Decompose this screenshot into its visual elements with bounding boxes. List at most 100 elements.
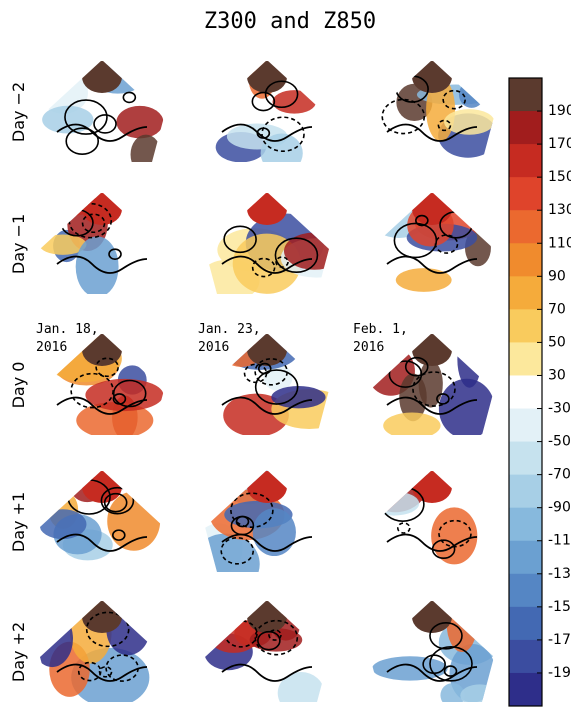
map-fill <box>372 595 499 708</box>
anomaly-blob <box>82 61 122 93</box>
map-panel <box>367 331 495 439</box>
colorbar-tick-label: 130 <box>548 202 571 218</box>
contour <box>398 523 410 533</box>
map-panels <box>31 61 499 715</box>
colorbar-tick-label: -110 <box>548 533 571 549</box>
row-label: Day +2 <box>9 622 28 682</box>
row-label: Day −2 <box>9 82 28 142</box>
colorbar-tick-label: -150 <box>548 599 571 615</box>
colorbar-segment <box>509 442 542 476</box>
map-panel <box>31 601 149 707</box>
anomaly-blob <box>383 412 440 438</box>
date-label: Jan. 23, <box>198 322 261 337</box>
row-label: Day 0 <box>9 362 28 409</box>
colorbar-segment <box>509 541 542 575</box>
anomaly-blob <box>396 268 452 292</box>
map-panel <box>220 332 348 437</box>
colorbar-segment <box>509 574 542 608</box>
figure: Z300 and Z850 Day −2Day −1Day 0Day +1Day… <box>0 0 571 718</box>
anomaly-blob <box>412 471 452 503</box>
colorbar: 19017015013011090705030-30-50-70-90-110-… <box>509 78 571 707</box>
figure-title: Z300 and Z850 <box>204 9 376 34</box>
colorbar-segment <box>509 144 542 178</box>
colorbar-tick-label: -170 <box>548 632 571 648</box>
map-panel <box>39 61 163 174</box>
map-panel <box>372 193 491 292</box>
anomaly-blob <box>412 193 452 225</box>
colorbar-tick-label: -70 <box>548 467 571 483</box>
contour <box>66 128 98 154</box>
anomaly-blob <box>131 135 162 175</box>
anomaly-blob <box>247 601 287 633</box>
contour <box>123 92 135 102</box>
colorbar-tick-label: 110 <box>548 235 571 251</box>
map-panel <box>39 192 147 297</box>
anomaly-blob <box>76 236 119 297</box>
date-label: 2016 <box>353 340 384 355</box>
colorbar-tick-label: 30 <box>548 367 566 383</box>
colorbar-tick-label: 70 <box>548 301 566 317</box>
map-panel <box>39 471 160 560</box>
map-fill <box>367 331 495 439</box>
map-fill <box>216 61 316 173</box>
map-fill <box>362 454 477 564</box>
map-fill <box>382 61 498 158</box>
colorbar-segment <box>509 111 542 145</box>
map-fill <box>204 601 324 714</box>
map-fill <box>198 193 351 301</box>
anomaly-blob <box>42 106 93 134</box>
date-label: 2016 <box>36 340 67 355</box>
colorbar-tick-label: 190 <box>548 103 571 119</box>
date-label: 2016 <box>198 340 229 355</box>
colorbar-segment <box>509 475 542 509</box>
colorbar-tick-label: 170 <box>548 136 571 152</box>
colorbar-segment <box>509 177 542 211</box>
map-panel <box>372 595 499 708</box>
anomaly-blob <box>369 492 420 516</box>
colorbar-segment <box>509 243 542 277</box>
map-fill <box>39 61 163 174</box>
map-panel <box>362 454 477 564</box>
colorbar-segment <box>509 640 542 674</box>
map-fill <box>31 601 149 707</box>
coastline <box>387 257 477 274</box>
anomaly-blob <box>82 601 122 633</box>
anomaly-blob <box>191 534 260 595</box>
map-panel <box>204 601 324 714</box>
colorbar-segment <box>509 78 542 112</box>
row-label: Day −1 <box>9 214 28 274</box>
colorbar-tick-label: 90 <box>548 268 566 284</box>
colorbar-segment <box>509 342 542 376</box>
date-label: Feb. 1, <box>353 322 408 337</box>
colorbar-segment <box>509 607 542 641</box>
anomaly-blob <box>365 462 402 507</box>
colorbar-segment <box>509 673 542 707</box>
map-fill <box>39 192 122 297</box>
anomaly-blob <box>247 193 287 225</box>
colorbar-segment <box>509 409 542 443</box>
colorbar-tick-label: 50 <box>548 334 566 350</box>
colorbar-tick-label: -190 <box>548 665 571 681</box>
colorbar-tick-label: -30 <box>548 401 571 417</box>
map-fill <box>220 332 348 437</box>
colorbar-tick-label: -90 <box>548 500 571 516</box>
anomaly-blob <box>366 467 400 500</box>
colorbar-tick-label: 150 <box>548 169 571 185</box>
map-fill <box>372 193 491 292</box>
anomaly-blob <box>116 106 163 139</box>
map-panel <box>216 61 316 173</box>
colorbar-segment <box>509 375 542 409</box>
anomaly-blob <box>271 386 325 408</box>
map-fill <box>191 465 296 595</box>
anomaly-blob <box>460 684 499 707</box>
anomaly-blob <box>31 611 73 667</box>
anomaly-blob <box>444 109 494 135</box>
colorbar-segment <box>509 309 542 343</box>
colorbar-tick-label: -130 <box>548 566 571 582</box>
colorbar-segment <box>509 508 542 542</box>
colorbar-segment <box>509 276 542 310</box>
anomaly-blob <box>82 193 122 225</box>
anomaly-blob <box>412 334 452 366</box>
map-panel <box>191 465 312 595</box>
map-panel <box>198 193 351 301</box>
